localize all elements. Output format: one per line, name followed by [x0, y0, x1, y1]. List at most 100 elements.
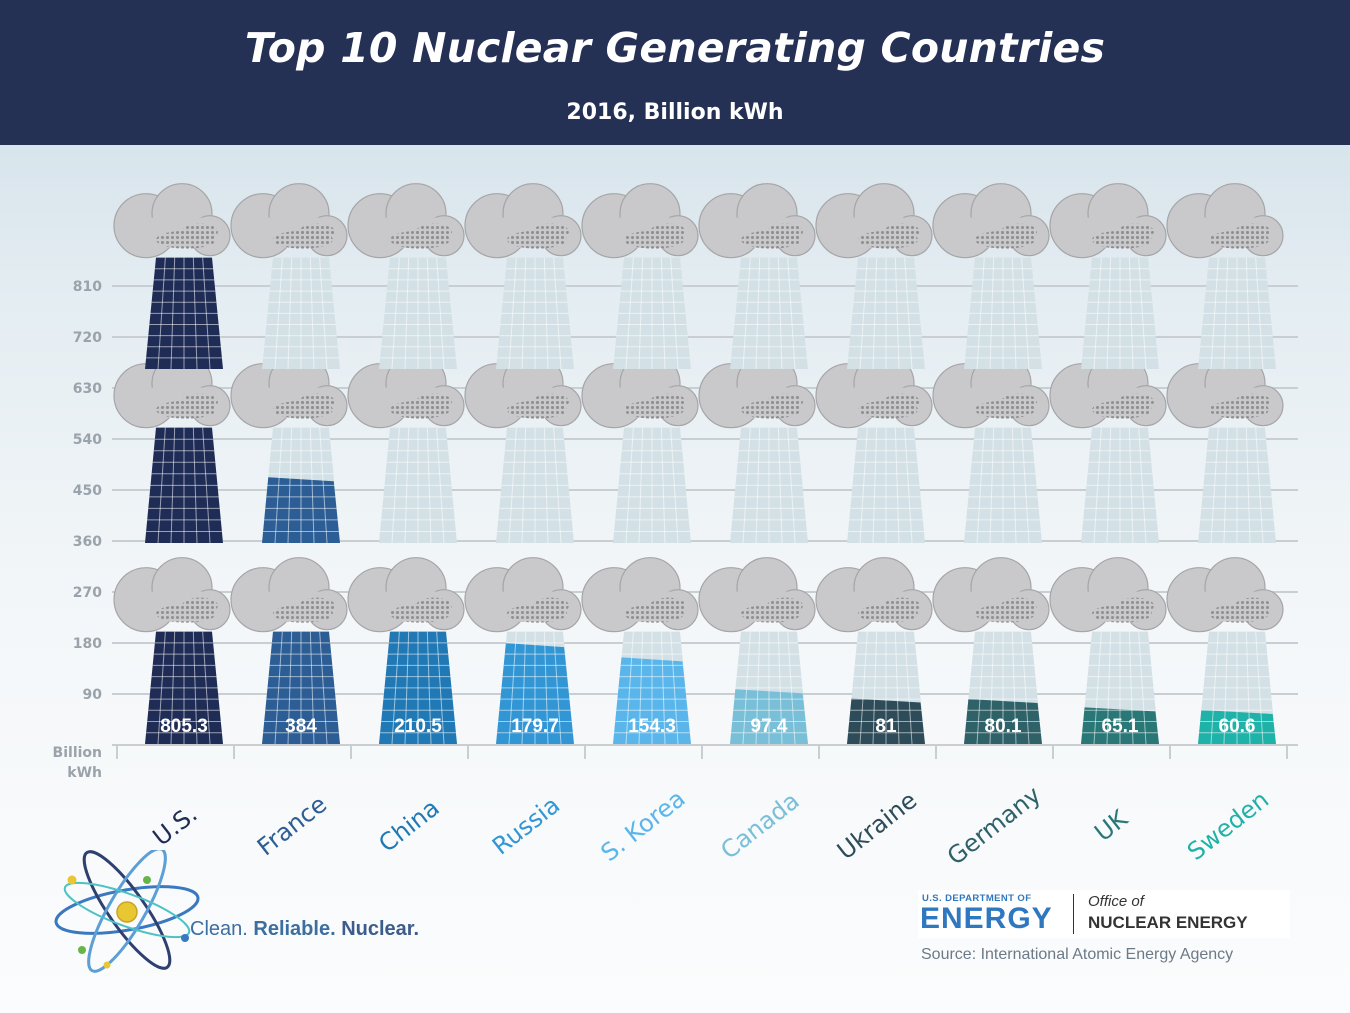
cloud-icon — [1049, 183, 1167, 259]
tower-grid-line — [660, 257, 666, 370]
tower-grid-line — [1223, 257, 1229, 370]
data-label: 154.3 — [628, 716, 676, 737]
country-column: 97.4 — [698, 183, 816, 745]
tower-grid-line — [157, 631, 166, 745]
tower-grid-line — [670, 257, 679, 370]
x-tick-label: Ukraine — [832, 786, 922, 865]
tower-grid-line — [755, 427, 761, 544]
tower-grid-line — [638, 427, 644, 544]
tower-grid-line — [309, 631, 315, 745]
tower-grid-line — [872, 631, 878, 745]
tower-grid-line — [1138, 631, 1147, 745]
data-label: 179.7 — [511, 716, 559, 737]
x-tick-label: U.S. — [148, 800, 203, 852]
tower-grid-line — [170, 257, 176, 370]
cloud-icon — [932, 183, 1050, 259]
tower-grid-line — [872, 427, 878, 544]
data-label: 384 — [285, 716, 317, 737]
x-tick-label: Sweden — [1182, 785, 1274, 865]
y-tick-label: 90 — [83, 687, 103, 703]
doe-logo-box — [918, 890, 1290, 938]
towers: 805.3 384 210.5 179.7 154.3 97.4 81 80.1 65.1 60.… — [113, 183, 1284, 745]
country-column: 210.5 — [347, 183, 465, 745]
tower-grid-line — [192, 257, 198, 370]
country-column: 80.1 — [932, 183, 1050, 745]
tower-grid-line — [670, 427, 679, 544]
tower-grid-line — [1128, 257, 1134, 370]
tower-grid-line — [625, 631, 634, 745]
tower-grid-line — [404, 257, 410, 370]
header-banner — [0, 0, 1350, 145]
y-tick-label: 360 — [73, 534, 102, 550]
tower-grid-line — [976, 631, 985, 745]
tower-grid-line — [1210, 257, 1219, 370]
tower-grid-line — [157, 257, 166, 370]
doe-energy-wordmark: ENERGY — [920, 902, 1053, 935]
cloud-icon — [581, 183, 699, 259]
tower-grid-line — [1093, 427, 1102, 544]
cloud-icon — [815, 183, 933, 259]
chart-subtitle: 2016, Billion kWh — [566, 100, 784, 125]
y-tick-label: 180 — [73, 636, 102, 652]
tower-grid-line — [192, 631, 198, 745]
y-tick-label: 720 — [73, 330, 102, 346]
tower-grid-line — [989, 257, 995, 370]
cloud-icon — [815, 557, 933, 633]
data-label: 97.4 — [751, 716, 788, 737]
data-label: 81 — [875, 716, 897, 737]
tower-grid-line — [319, 257, 328, 370]
tower-grid-line — [894, 427, 900, 544]
data-label: 65.1 — [1102, 716, 1139, 737]
tower-grid-line — [894, 631, 900, 745]
tower-grid-line — [1128, 427, 1134, 544]
cloud-icon — [1166, 183, 1284, 259]
tower-grid-line — [742, 257, 751, 370]
tower-grid-line — [426, 257, 432, 370]
tower-grid-line — [309, 257, 315, 370]
tower-grid-line — [553, 257, 562, 370]
x-tick-label: Canada — [715, 787, 804, 865]
cloud-icon — [113, 183, 231, 259]
cloud-icon — [1166, 557, 1284, 633]
tower-grid-line — [287, 427, 293, 544]
tower-grid-line — [391, 631, 400, 745]
tower-grid-line — [319, 631, 328, 745]
country-column: 179.7 — [464, 183, 582, 745]
tower-grid-line — [274, 427, 283, 544]
tower-grid-line — [404, 631, 410, 745]
office-of-label: Office of — [1088, 893, 1144, 910]
tower-grid-line — [521, 631, 527, 745]
x-tick-label: Russia — [487, 791, 565, 861]
tower-grid-line — [543, 631, 549, 745]
tower-grid-line — [1255, 427, 1264, 544]
country-column: 60.6 — [1166, 183, 1284, 745]
tower-grid-line — [625, 427, 634, 544]
tower-grid-line — [777, 427, 783, 544]
atom-logo-icon — [54, 850, 200, 973]
tower-grid-line — [521, 427, 527, 544]
tower-grid-line — [1138, 427, 1147, 544]
tower-grid-line — [1245, 257, 1251, 370]
tower-grid-line — [170, 427, 176, 544]
cloud-icon — [347, 557, 465, 633]
country-column: 384 — [230, 183, 348, 745]
data-label: 805.3 — [160, 716, 208, 737]
tower-grid-line — [287, 631, 293, 745]
tower-grid-line — [989, 631, 995, 745]
tower-grid-line — [742, 427, 751, 544]
tower-grid-line — [787, 631, 796, 745]
cloud-icon — [932, 557, 1050, 633]
tower-grid-line — [274, 631, 283, 745]
tower-grid-line — [976, 257, 985, 370]
tower-grid-line — [404, 427, 410, 544]
country-column: 81 — [815, 183, 933, 745]
tower-grid-line — [1093, 257, 1102, 370]
country-column: 805.3 — [113, 183, 231, 745]
cloud-icon — [230, 557, 348, 633]
tower-grid-line — [1138, 257, 1147, 370]
tower-grid-line — [1210, 631, 1219, 745]
tower-grid-line — [1011, 427, 1017, 544]
tower-grid-line — [426, 427, 432, 544]
tower-grid-line — [170, 631, 176, 745]
tower-grid-line — [1223, 631, 1229, 745]
